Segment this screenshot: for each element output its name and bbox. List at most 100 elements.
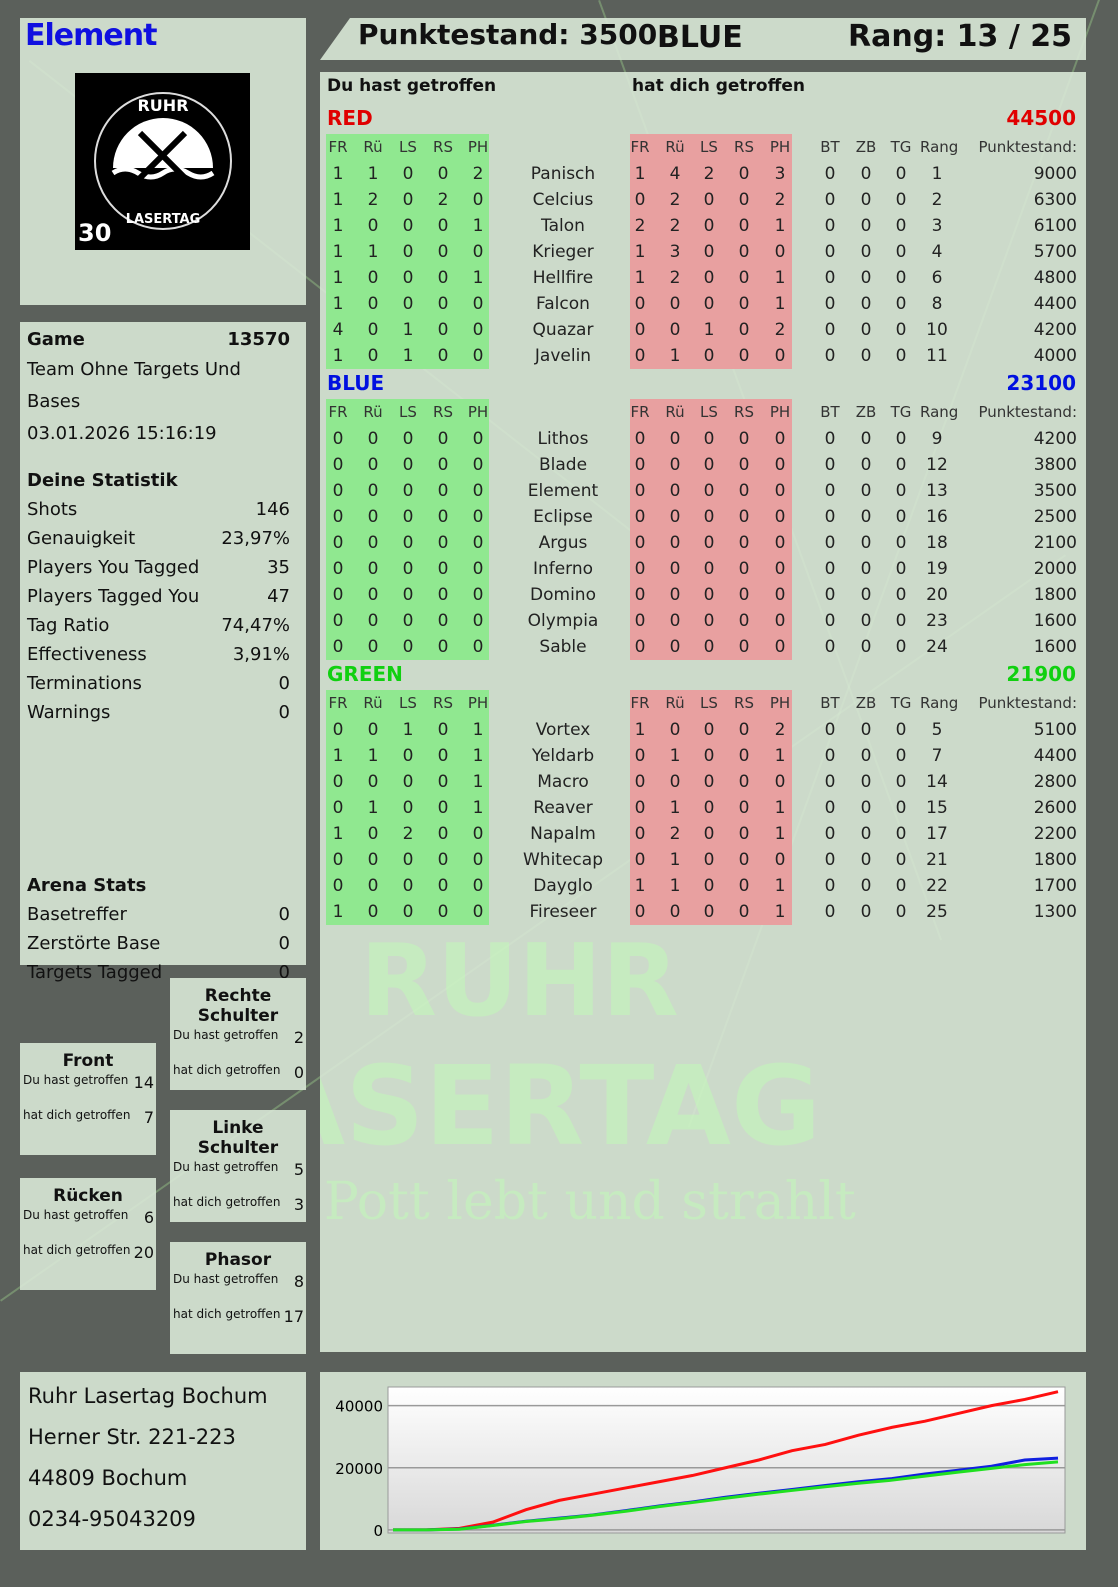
table-cell: 0 — [367, 585, 379, 605]
table-cell: 0 — [669, 585, 681, 605]
zone-rücken: Rücken Du hast getroffen 6 hat dich getroff… — [20, 1178, 156, 1290]
table-cell: 1 — [472, 746, 484, 766]
table-cell: 1800 — [1033, 585, 1077, 605]
stats-label: Tag Ratio — [27, 615, 110, 636]
table-cell: 1 — [634, 876, 646, 896]
table-cell: 0 — [437, 876, 449, 896]
stats-label: Genauigkeit — [27, 528, 136, 549]
table-cell: 0 — [669, 720, 681, 740]
table-cell: 0 — [472, 455, 484, 475]
table-cell: 1 — [774, 902, 786, 922]
column-header: PH — [769, 694, 791, 712]
column-header: PH — [769, 403, 791, 421]
table-cell: 0 — [703, 876, 715, 896]
table-cell: 5700 — [1033, 242, 1077, 262]
table-cell: 0 — [367, 533, 379, 553]
table-cell: 0 — [738, 585, 750, 605]
stats-row: Effectiveness 3,91% — [20, 640, 306, 669]
zone-row-value: 17 — [283, 1307, 304, 1326]
table-cell: 0 — [703, 455, 715, 475]
table-cell: 1 — [367, 746, 379, 766]
stats-value: 0 — [278, 702, 290, 723]
table-cell: 0 — [402, 216, 414, 236]
table-cell: 0 — [402, 611, 414, 631]
game-label: Game — [27, 329, 85, 350]
header-bar: Punktestand: 3500 BLUE Rang: 13 / 25 — [320, 18, 1086, 60]
column-header: FR — [630, 403, 650, 421]
zone-title: Linke Schulter — [197, 1118, 279, 1158]
table-cell: 0 — [860, 798, 872, 818]
table-cell: 0 — [824, 533, 836, 553]
table-cell: 0 — [774, 850, 786, 870]
table-cell: 0 — [332, 850, 344, 870]
table-cell: 0 — [738, 294, 750, 314]
table-cell: 0 — [634, 320, 646, 340]
table-cell: 1 — [634, 242, 646, 262]
stats-value: 47 — [267, 586, 290, 607]
column-header: Rü — [363, 403, 383, 421]
game-panel: Game 13570 Team Ohne Targets Und Bases 03… — [20, 322, 306, 983]
table-cell: 0 — [703, 850, 715, 870]
player-panel: Element RUHR LASERTAG 30 — [20, 18, 306, 305]
player-name-cell: Macro — [537, 772, 589, 792]
zone-row-value: 14 — [133, 1073, 154, 1092]
column-header: Rang — [920, 138, 959, 156]
table-cell: 0 — [437, 585, 449, 605]
table-cell: 0 — [472, 533, 484, 553]
table-cell: 11 — [926, 346, 948, 366]
table-cell: 0 — [402, 455, 414, 475]
table-cell: 0 — [367, 216, 379, 236]
column-header: Rang — [920, 694, 959, 712]
table-cell: 1 — [332, 268, 344, 288]
table-cell: 6100 — [1033, 216, 1077, 236]
table-cell: 1 — [634, 164, 646, 184]
table-cell: 1 — [669, 746, 681, 766]
table-cell: 0 — [367, 507, 379, 527]
table-cell: 0 — [774, 481, 786, 501]
table-cell: 1 — [669, 346, 681, 366]
table-cell: 0 — [738, 902, 750, 922]
stats-label: Effectiveness — [27, 644, 147, 665]
table-cell: 0 — [824, 242, 836, 262]
table-cell: 1300 — [1033, 902, 1077, 922]
table-cell: 0 — [860, 294, 872, 314]
table-cell: 0 — [895, 533, 907, 553]
table-cell: 0 — [738, 164, 750, 184]
column-header: LS — [700, 403, 718, 421]
table-cell: 0 — [332, 637, 344, 657]
table-cell: 0 — [824, 216, 836, 236]
team-total-red: 44500 — [1006, 106, 1076, 130]
column-header: TG — [890, 403, 912, 421]
arena-label: Zerstörte Base — [27, 933, 161, 954]
column-header: FR — [630, 138, 650, 156]
table-cell: 0 — [738, 720, 750, 740]
table-cell: 0 — [860, 216, 872, 236]
player-name: Element — [25, 18, 157, 53]
table-cell: 3 — [774, 164, 786, 184]
column-header: RS — [734, 694, 754, 712]
column-header: Rü — [665, 138, 685, 156]
table-cell: 19 — [926, 559, 948, 579]
table-cell: 2 — [669, 216, 681, 236]
stats-title: Deine Statistik — [27, 470, 178, 491]
stats-value: 3,91% — [232, 644, 290, 665]
table-cell: 1 — [774, 798, 786, 818]
table-cell: 0 — [895, 772, 907, 792]
table-cell: 9 — [931, 429, 943, 449]
game-id: 13570 — [227, 329, 290, 350]
table-cell: 1 — [774, 294, 786, 314]
table-cell: 0 — [703, 294, 715, 314]
chart-panel: 0 20000 40000 — [320, 1372, 1086, 1550]
watermark-slogan: Der Pott lebt und strahlt — [320, 1172, 856, 1232]
stats-label: Warnings — [27, 702, 111, 723]
table-cell: 0 — [703, 429, 715, 449]
table-cell: 1 — [774, 876, 786, 896]
table-cell: 0 — [437, 611, 449, 631]
table-cell: 0 — [332, 481, 344, 501]
column-header: ZB — [855, 403, 877, 421]
column-header: PH — [467, 694, 489, 712]
table-cell: 3 — [931, 216, 943, 236]
table-cell: 15 — [926, 798, 948, 818]
table-cell: 0 — [824, 190, 836, 210]
column-header: Rang — [920, 403, 959, 421]
